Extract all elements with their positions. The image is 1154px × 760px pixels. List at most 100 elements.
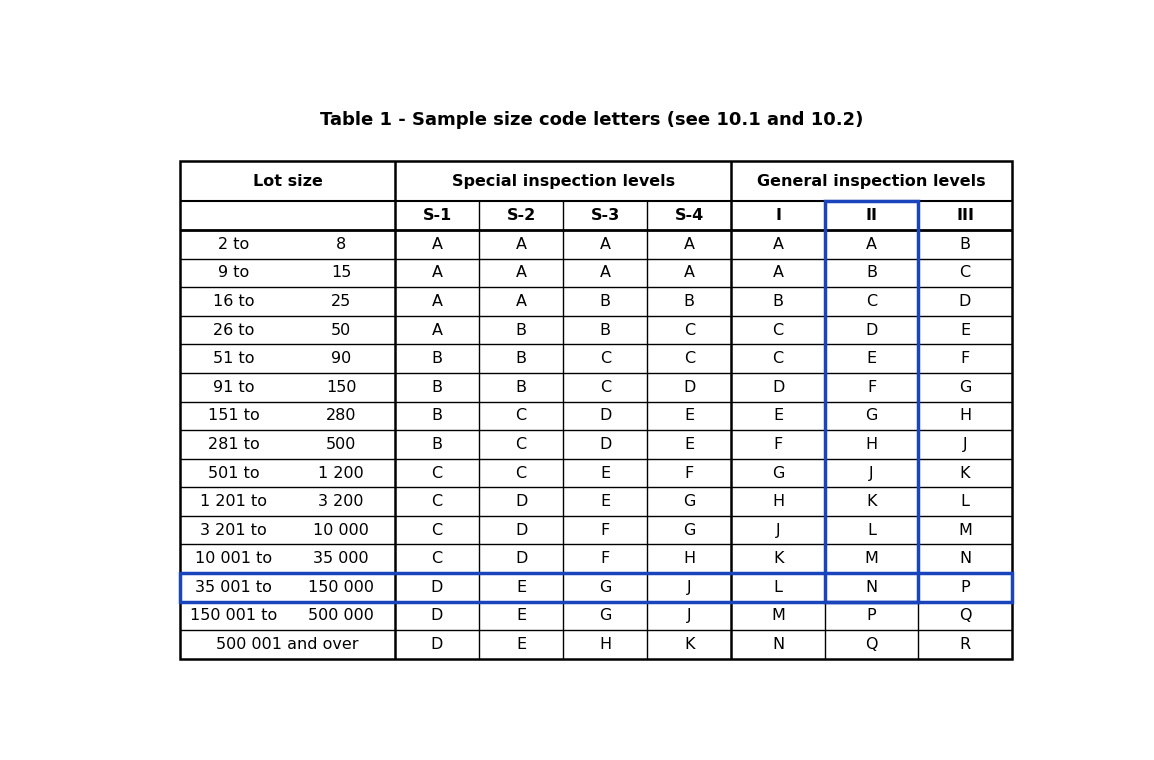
Text: J: J	[869, 466, 874, 480]
Text: C: C	[772, 351, 784, 366]
Text: B: B	[516, 351, 526, 366]
Text: G: G	[683, 494, 696, 509]
Text: 10 001 to: 10 001 to	[195, 551, 272, 566]
Text: D: D	[599, 437, 612, 452]
Text: C: C	[432, 523, 443, 538]
Text: A: A	[773, 237, 784, 252]
Text: A: A	[432, 265, 442, 280]
Bar	[825, 201, 919, 602]
Text: F: F	[600, 551, 609, 566]
Text: C: C	[432, 494, 443, 509]
Text: C: C	[516, 437, 526, 452]
Bar	[180, 161, 1012, 659]
Text: 501 to: 501 to	[208, 466, 260, 480]
Text: Lot size: Lot size	[253, 174, 322, 189]
Text: E: E	[960, 322, 971, 337]
Text: E: E	[773, 408, 784, 423]
Text: C: C	[959, 265, 971, 280]
Text: 35 001 to: 35 001 to	[195, 580, 272, 595]
Text: G: G	[959, 380, 972, 394]
Text: L: L	[773, 580, 782, 595]
Text: G: G	[683, 523, 696, 538]
Text: A: A	[773, 265, 784, 280]
Text: B: B	[959, 237, 971, 252]
Text: D: D	[430, 637, 443, 652]
Text: B: B	[432, 380, 442, 394]
Text: K: K	[960, 466, 971, 480]
Text: A: A	[684, 265, 695, 280]
Text: 3 201 to: 3 201 to	[201, 523, 267, 538]
Text: E: E	[684, 408, 695, 423]
Text: M: M	[958, 523, 972, 538]
Text: D: D	[515, 494, 527, 509]
Bar	[180, 573, 1012, 602]
Text: 25: 25	[331, 294, 351, 309]
Text: 26 to: 26 to	[213, 322, 254, 337]
Text: L: L	[960, 494, 969, 509]
Text: 1 201 to: 1 201 to	[201, 494, 268, 509]
Text: 3 200: 3 200	[319, 494, 364, 509]
Text: 500 000: 500 000	[308, 609, 374, 623]
Text: B: B	[516, 380, 526, 394]
Text: K: K	[773, 551, 784, 566]
Text: C: C	[684, 322, 695, 337]
Text: C: C	[432, 551, 443, 566]
Text: J: J	[687, 609, 691, 623]
Text: E: E	[516, 580, 526, 595]
Text: C: C	[516, 466, 526, 480]
Text: D: D	[430, 609, 443, 623]
Text: 500 001 and over: 500 001 and over	[216, 637, 359, 652]
Text: C: C	[866, 294, 877, 309]
Text: B: B	[432, 408, 442, 423]
Text: B: B	[516, 322, 526, 337]
Text: Special inspection levels: Special inspection levels	[451, 174, 675, 189]
Text: E: E	[516, 637, 526, 652]
Text: A: A	[600, 265, 610, 280]
Text: 281 to: 281 to	[208, 437, 260, 452]
Text: S-3: S-3	[591, 208, 620, 223]
Text: B: B	[867, 265, 877, 280]
Text: R: R	[959, 637, 971, 652]
Text: Q: Q	[959, 609, 972, 623]
Text: B: B	[432, 437, 442, 452]
Text: D: D	[772, 380, 785, 394]
Text: H: H	[599, 637, 612, 652]
Text: B: B	[432, 351, 442, 366]
Text: J: J	[687, 580, 691, 595]
Text: 91 to: 91 to	[213, 380, 255, 394]
Text: 50: 50	[331, 322, 351, 337]
Text: A: A	[600, 237, 610, 252]
Text: C: C	[516, 408, 526, 423]
Text: 35 000: 35 000	[314, 551, 369, 566]
Text: B: B	[600, 294, 610, 309]
Text: J: J	[962, 437, 967, 452]
Text: S-2: S-2	[507, 208, 535, 223]
Text: D: D	[683, 380, 696, 394]
Text: General inspection levels: General inspection levels	[757, 174, 986, 189]
Text: F: F	[773, 437, 782, 452]
Text: K: K	[684, 637, 695, 652]
Text: C: C	[600, 380, 610, 394]
Text: A: A	[516, 265, 526, 280]
Text: E: E	[600, 466, 610, 480]
Text: K: K	[867, 494, 877, 509]
Text: J: J	[775, 523, 780, 538]
Text: III: III	[956, 208, 974, 223]
Text: S-4: S-4	[675, 208, 704, 223]
Text: A: A	[684, 237, 695, 252]
Text: F: F	[684, 466, 694, 480]
Text: H: H	[959, 408, 972, 423]
Text: 10 000: 10 000	[313, 523, 369, 538]
Text: B: B	[600, 322, 610, 337]
Text: F: F	[600, 523, 609, 538]
Text: 150: 150	[325, 380, 357, 394]
Text: N: N	[866, 580, 878, 595]
Text: D: D	[430, 580, 443, 595]
Text: 150 001 to: 150 001 to	[190, 609, 277, 623]
Text: D: D	[515, 523, 527, 538]
Text: N: N	[959, 551, 972, 566]
Text: Q: Q	[866, 637, 878, 652]
Text: 1 200: 1 200	[319, 466, 365, 480]
Text: E: E	[516, 609, 526, 623]
Text: 8: 8	[336, 237, 346, 252]
